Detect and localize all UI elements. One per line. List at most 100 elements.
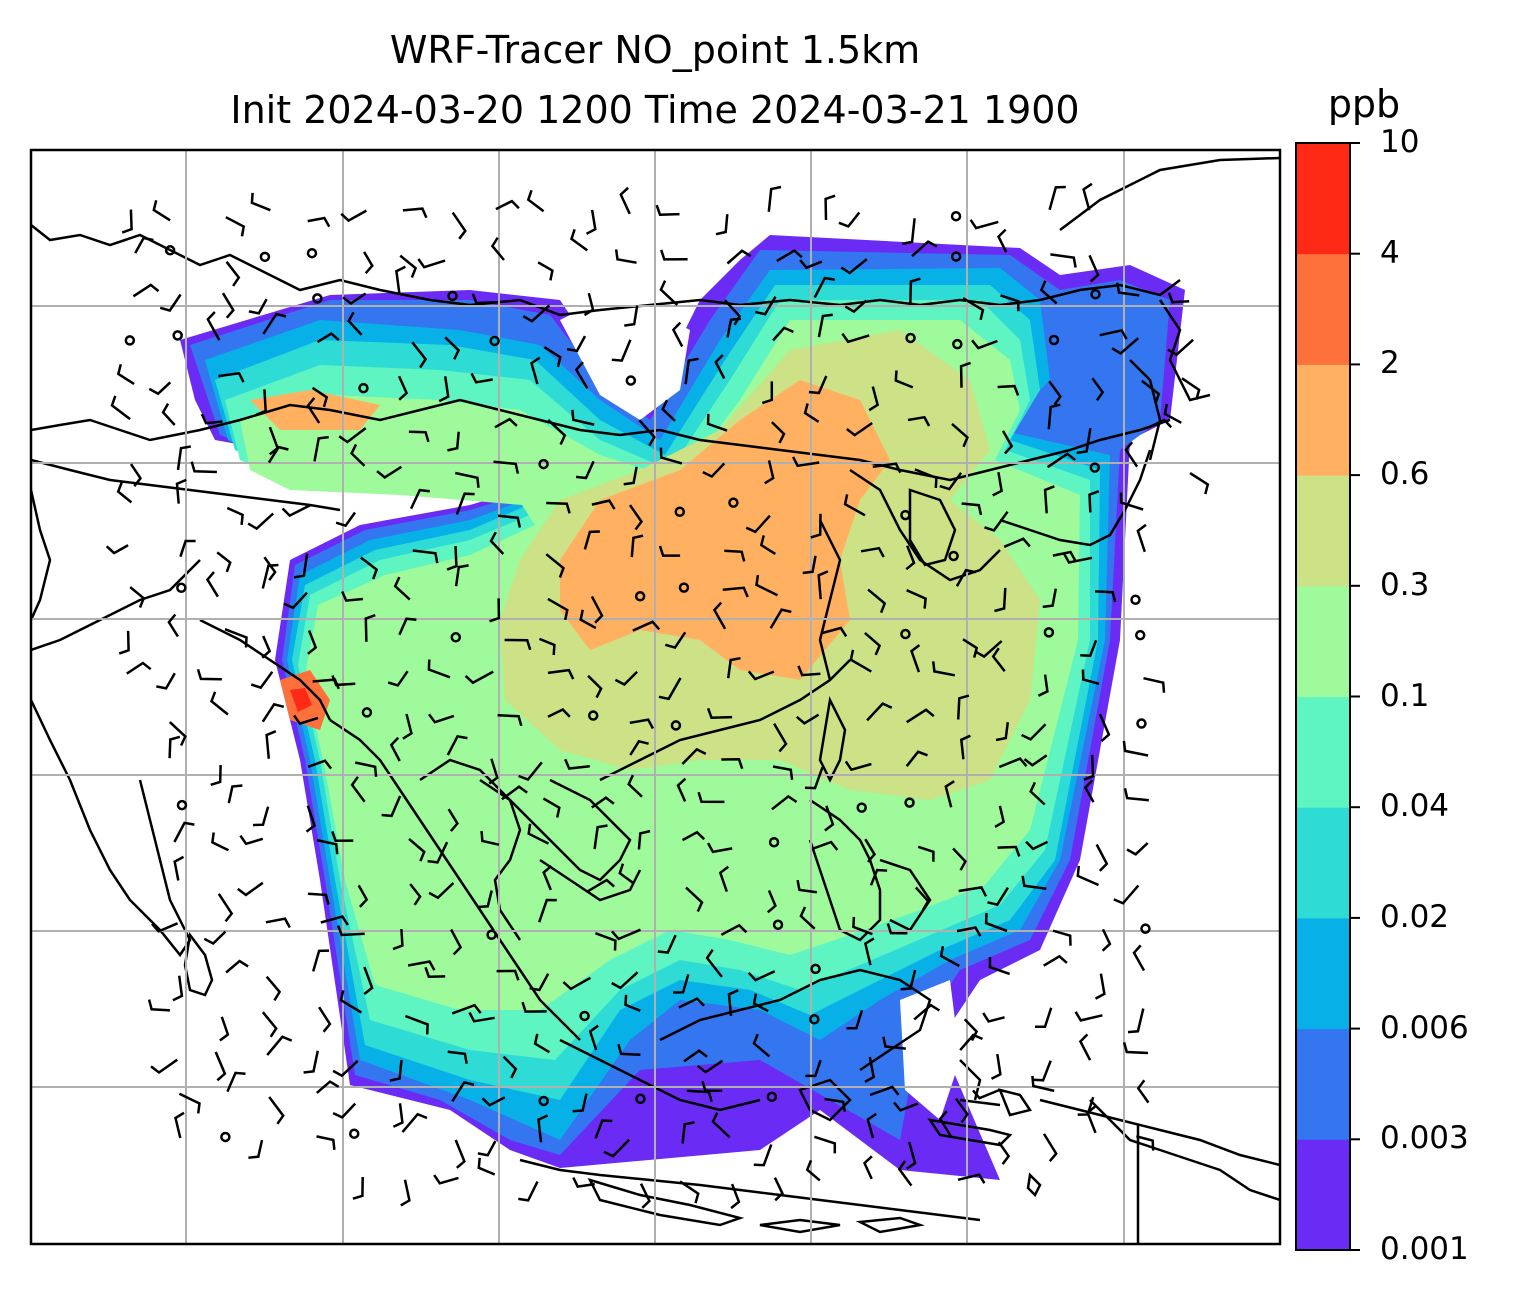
colorbar-tick-label: 0.1 <box>1380 677 1430 714</box>
wind-barb <box>726 656 741 679</box>
wind-barb <box>627 774 643 798</box>
wind-barb <box>808 375 828 395</box>
wind-barb <box>1042 1133 1058 1163</box>
wind-barb <box>997 1141 1011 1165</box>
wind-barb <box>265 730 277 759</box>
wind-barb <box>1119 492 1144 511</box>
wind-barb <box>630 534 644 558</box>
wind-barb <box>747 970 776 982</box>
wind-barb <box>753 1144 773 1167</box>
wind-barb <box>1021 875 1047 890</box>
wind-barb <box>173 855 185 881</box>
map-frame <box>29 148 1282 1246</box>
wind-barb <box>1048 380 1062 406</box>
wind-barb <box>657 934 677 954</box>
wind-barb <box>1098 713 1111 743</box>
wind-barb <box>1126 842 1149 856</box>
wind-barb <box>159 293 182 312</box>
wind-barb <box>972 1088 1000 1100</box>
wind-barb <box>718 865 730 893</box>
wind-barb <box>659 447 683 465</box>
colorbar <box>1296 142 1360 1251</box>
wind-barb <box>1033 1060 1052 1082</box>
wind-barb <box>995 722 1010 742</box>
concentration-field <box>180 235 1185 1180</box>
wind-barb <box>583 292 595 317</box>
wind-barb <box>263 556 277 581</box>
wind-barb <box>267 445 289 464</box>
wind-barb <box>320 915 349 926</box>
wind-barb <box>151 922 179 933</box>
wind-barb <box>454 564 469 587</box>
wind-barb <box>982 1012 1005 1023</box>
wind-barb <box>1123 788 1149 802</box>
wind-barb <box>110 395 131 421</box>
wind-barb <box>504 638 532 651</box>
wind-barb <box>1021 723 1047 741</box>
wind-barb <box>338 427 367 444</box>
wind-barb <box>335 511 357 528</box>
calm-wind-marker <box>1134 629 1146 641</box>
wind-barb <box>221 292 235 319</box>
wind-barb <box>176 445 192 471</box>
wind-barb <box>804 766 824 790</box>
wind-barb <box>571 409 595 426</box>
wind-barb <box>1091 377 1105 402</box>
wind-barb <box>332 1102 357 1119</box>
wind-barb <box>951 422 969 448</box>
wind-barb <box>897 1160 913 1187</box>
wind-barb <box>398 617 417 636</box>
wind-barb <box>1141 379 1161 404</box>
wind-barb <box>629 718 655 730</box>
wind-barb <box>639 1183 651 1209</box>
wind-barb <box>697 1059 724 1074</box>
wind-barb <box>316 332 340 344</box>
wind-barb <box>1063 553 1093 564</box>
wind-barb <box>706 413 728 432</box>
wind-barb <box>991 647 1006 672</box>
wind-barb <box>226 506 244 526</box>
wind-barb <box>944 780 955 808</box>
wind-barb <box>795 713 820 725</box>
calm-wind-marker <box>728 497 739 508</box>
wind-barb <box>566 335 587 353</box>
wind-barb <box>252 806 270 827</box>
wind-barb <box>844 760 872 772</box>
wind-barb <box>502 1055 518 1079</box>
wind-barb <box>955 568 977 587</box>
wind-barb <box>907 415 931 427</box>
wind-barb <box>305 805 316 833</box>
colorbar-bin-8 <box>1296 253 1350 365</box>
white-gap-southeast <box>900 980 960 1120</box>
wind-barb <box>518 1181 539 1202</box>
wind-barb <box>1132 944 1146 972</box>
wind-barb <box>591 796 615 809</box>
wind-barb <box>938 1110 953 1139</box>
wind-barb <box>1094 973 1106 1000</box>
wind-barb <box>702 462 726 479</box>
wind-barb <box>214 1051 227 1082</box>
wind-barb <box>712 601 727 630</box>
wind-barb <box>447 431 460 452</box>
wind-barb <box>1039 280 1058 305</box>
wind-barb <box>655 204 680 216</box>
wind-barb <box>477 1157 496 1176</box>
wind-barb <box>1147 418 1173 429</box>
wind-barb <box>587 674 603 699</box>
wind-barb <box>408 430 430 443</box>
wind-barb <box>752 1033 771 1058</box>
wind-barb <box>1083 779 1095 803</box>
wind-barb <box>427 713 455 724</box>
wind-barb <box>611 971 639 990</box>
wind-barb <box>1000 294 1020 312</box>
wind-barb <box>216 551 232 573</box>
wind-barb <box>1031 1075 1055 1093</box>
calm-wind-marker <box>172 330 183 341</box>
wind-barb <box>395 265 406 294</box>
colorbar-tick-label: 4 <box>1380 234 1400 271</box>
wind-barb <box>905 750 928 767</box>
wind-barb <box>679 1180 700 1204</box>
wind-barb <box>307 759 333 770</box>
wind-barb <box>572 1177 595 1188</box>
wind-barb <box>354 761 378 777</box>
